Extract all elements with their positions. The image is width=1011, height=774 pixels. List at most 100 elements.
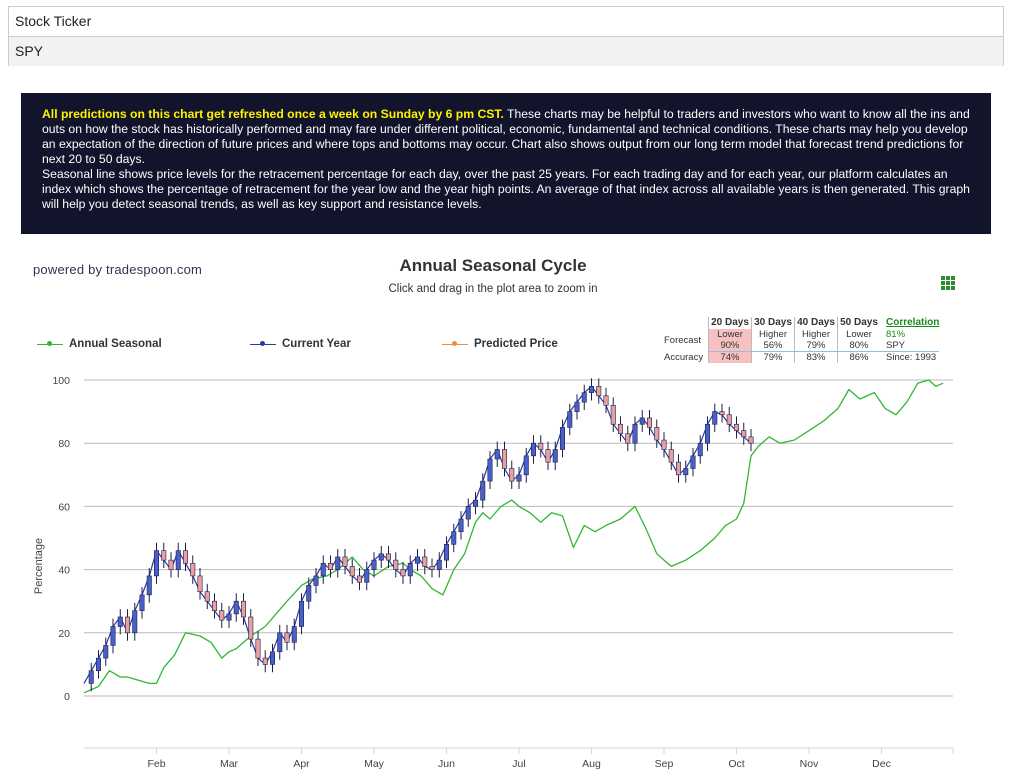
candle-body bbox=[559, 427, 565, 450]
legend-annual-seasonal[interactable]: Annual Seasonal bbox=[37, 338, 162, 350]
candle-body bbox=[494, 449, 500, 460]
candle-body bbox=[168, 559, 174, 570]
stats-header-50: 50 Days bbox=[837, 317, 880, 329]
candle-body bbox=[654, 427, 660, 441]
x-tick-label-may: May bbox=[364, 758, 385, 770]
candle-body bbox=[610, 404, 616, 425]
info-panel: All predictions on this chart get refres… bbox=[21, 93, 991, 234]
candle-body bbox=[175, 550, 181, 570]
candle-body bbox=[472, 499, 478, 507]
candle-body bbox=[284, 632, 290, 643]
y-axis-title: Percentage bbox=[33, 538, 45, 594]
candle-body bbox=[349, 566, 355, 577]
chart-menu-icon[interactable] bbox=[941, 276, 955, 290]
candle-body bbox=[117, 616, 123, 627]
legend-predicted-price[interactable]: Predicted Price bbox=[442, 338, 558, 350]
candle-body bbox=[154, 550, 160, 577]
stats-header-30: 30 Days bbox=[751, 317, 795, 329]
series-annual-seasonal bbox=[83, 379, 944, 694]
x-tick-label-jul: Jul bbox=[512, 758, 525, 770]
candle-body bbox=[625, 433, 631, 444]
candle-body bbox=[451, 531, 457, 545]
legend-predicted-line-icon bbox=[442, 341, 468, 346]
x-tick-label-feb: Feb bbox=[147, 758, 165, 770]
forecast-stats-table: 20 Days 30 Days 40 Days 50 Days Correlat… bbox=[664, 317, 940, 363]
legend-current-year[interactable]: Current Year bbox=[250, 338, 351, 350]
candle-body bbox=[458, 518, 464, 532]
forecast-30: Higher bbox=[751, 329, 795, 340]
ticker-label: Stock Ticker bbox=[15, 13, 92, 29]
candle-body bbox=[378, 553, 384, 561]
x-tick-label-jun: Jun bbox=[438, 758, 455, 770]
candle-body bbox=[385, 553, 391, 561]
powered-by[interactable]: powered by tradespoon.com bbox=[33, 262, 203, 277]
legend-seasonal-line-icon bbox=[37, 341, 63, 346]
forecast-50: Lower bbox=[837, 329, 880, 340]
candle-body bbox=[190, 562, 196, 577]
info-paragraph-2: Seasonal line shows price levels for the… bbox=[42, 167, 970, 211]
candle-body bbox=[443, 544, 449, 561]
correlation-link[interactable]: Correlation bbox=[886, 317, 940, 328]
candle-body bbox=[704, 423, 710, 444]
candle-body bbox=[139, 594, 145, 611]
candle-body bbox=[683, 468, 689, 476]
forecast-pct-50: 80% bbox=[837, 340, 880, 352]
candle-body bbox=[298, 600, 304, 627]
candle-body bbox=[501, 449, 507, 469]
candle-body bbox=[219, 610, 225, 621]
candle-body bbox=[588, 386, 594, 393]
forecast-pct-20: 90% bbox=[708, 340, 752, 352]
candle-body bbox=[183, 550, 189, 564]
candle-body bbox=[371, 559, 377, 570]
candle-body bbox=[661, 439, 667, 450]
x-axis-ticks: Feb Mar Apr May Jun Jul Aug Sep Oct Nov Dec bbox=[147, 748, 954, 770]
y-tick-label: 20 bbox=[58, 628, 70, 640]
candle-body bbox=[400, 569, 406, 577]
y-tick-label: 60 bbox=[58, 501, 70, 513]
candle-body bbox=[603, 395, 609, 406]
x-tick-label-aug: Aug bbox=[582, 758, 601, 770]
candle-body bbox=[726, 414, 732, 425]
candle-body bbox=[719, 411, 725, 416]
candle-body bbox=[197, 575, 203, 593]
candle-body bbox=[269, 651, 275, 665]
forecast-pct-30: 56% bbox=[751, 340, 795, 352]
candle-body bbox=[675, 461, 681, 476]
candle-body bbox=[110, 626, 116, 646]
candle-body bbox=[320, 562, 326, 577]
candle-body bbox=[356, 575, 362, 583]
x-tick-label-sep: Sep bbox=[655, 758, 674, 770]
stats-symbol: SPY bbox=[880, 340, 940, 352]
candle-body bbox=[748, 436, 754, 444]
candle-body bbox=[552, 449, 558, 463]
candle-body bbox=[581, 392, 587, 403]
accuracy-40: 83% bbox=[794, 351, 838, 363]
candle-body bbox=[436, 559, 442, 570]
x-tick-label-mar: Mar bbox=[220, 758, 239, 770]
forecast-pct-40: 79% bbox=[794, 340, 838, 352]
candle-body bbox=[96, 657, 102, 672]
candle-body bbox=[407, 562, 413, 577]
series-current-year bbox=[83, 378, 754, 692]
y-tick-label: 0 bbox=[64, 691, 70, 703]
candle-body bbox=[233, 600, 239, 615]
candle-body bbox=[690, 455, 696, 469]
candle-body bbox=[88, 670, 94, 684]
ticker-panel: Stock Ticker SPY bbox=[8, 6, 1004, 66]
y-tick-label: 100 bbox=[52, 375, 70, 387]
candle-body bbox=[306, 585, 312, 602]
candle-body bbox=[125, 616, 131, 634]
stats-header-20: 20 Days bbox=[708, 317, 752, 329]
y-tick-label: 40 bbox=[58, 565, 70, 577]
x-tick-label-nov: Nov bbox=[800, 758, 819, 770]
legend-seasonal-label: Annual Seasonal bbox=[69, 338, 162, 350]
candle-body bbox=[712, 411, 718, 425]
y-axis-ticks: 0 20 40 60 80 100 bbox=[52, 375, 70, 703]
candle-body bbox=[327, 562, 333, 570]
candle-body bbox=[646, 417, 652, 428]
candle-body bbox=[342, 556, 348, 567]
info-paragraph-1: These charts may be helpful to traders a… bbox=[42, 107, 970, 166]
ticker-value[interactable]: SPY bbox=[9, 36, 1003, 66]
chart-title: Annual Seasonal Cycle bbox=[399, 256, 587, 275]
